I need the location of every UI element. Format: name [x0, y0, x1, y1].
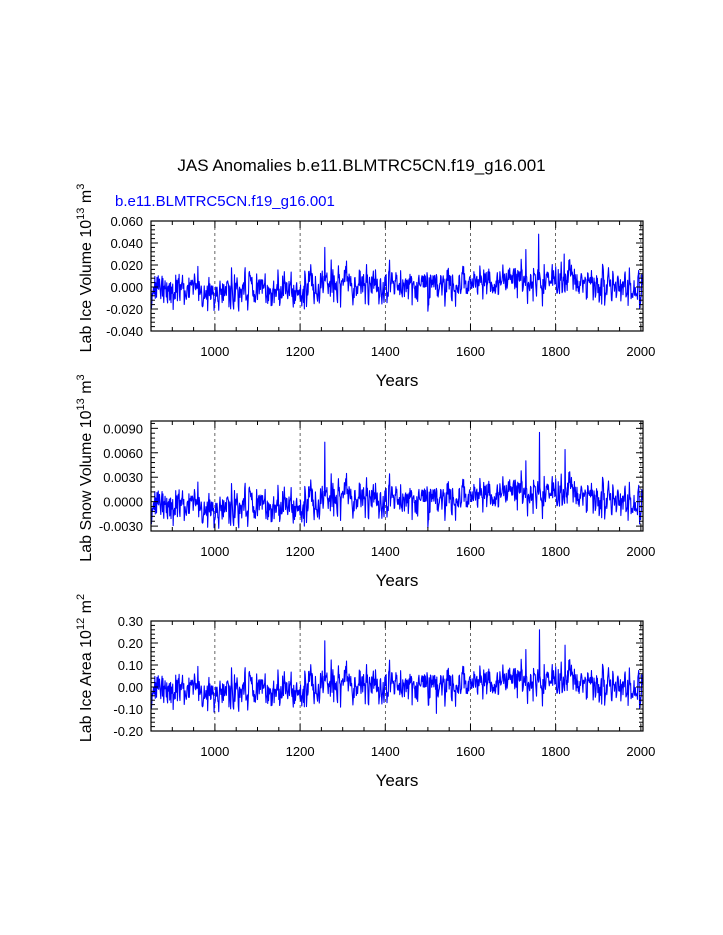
- y-axis-title-name: Lab Ice Area 10: [78, 630, 95, 742]
- plot-frame: [150, 420, 644, 532]
- y-tick-label: 0.000: [110, 280, 143, 295]
- x-tick-label: 1600: [456, 744, 485, 759]
- y-tick-label: 0.040: [110, 236, 143, 251]
- y-axis-title-name: Lab Snow Volume 10: [78, 410, 95, 561]
- x-tick-label: 1200: [286, 744, 315, 759]
- y-tick-label: 0.020: [110, 258, 143, 273]
- x-axis-title: Years: [376, 771, 419, 790]
- y-axis-title-units: m: [78, 380, 95, 398]
- y-tick-label: -0.020: [106, 302, 143, 317]
- x-tick-label: 1800: [541, 744, 570, 759]
- series-line: [151, 629, 643, 714]
- x-tick-label: 1800: [541, 544, 570, 559]
- x-axis-title: Years: [376, 371, 419, 390]
- x-tick-label: 1400: [371, 544, 400, 559]
- plot-frame: [150, 220, 644, 332]
- y-axis-title-exp: 12: [75, 618, 87, 630]
- y-tick-label: 0.060: [110, 214, 143, 229]
- y-tick-label: -0.040: [106, 324, 143, 339]
- y-tick-label: -0.10: [113, 702, 143, 717]
- panel-1: 1000 1200 1400 1600 1800 2000 -0.040 -0.020 0.00…: [75, 184, 655, 390]
- panels: 1000 1200 1400 1600 1800 2000 -0.040 -0.020 0.00…: [75, 184, 655, 790]
- y-tick-label: -0.20: [113, 724, 143, 739]
- x-tick-label: 1200: [286, 544, 315, 559]
- y-axis-title-units: m: [78, 600, 95, 618]
- y-tick-label: 0.0000: [103, 495, 143, 510]
- y-tick-label: 0.30: [118, 614, 143, 629]
- plot-frame: [150, 620, 644, 732]
- y-axis-title-name: Lab Ice Volume 10: [78, 220, 95, 353]
- x-tick-label: 1000: [200, 744, 229, 759]
- y-tick-label: 0.20: [118, 636, 143, 651]
- case-label: b.e11.BLMTRC5CN.f19_g16.001: [115, 193, 335, 210]
- y-axis-title-units-exp: 3: [75, 184, 87, 190]
- y-tick-label: 0.00: [118, 680, 143, 695]
- x-tick-label: 2000: [626, 544, 655, 559]
- x-tick-label: 1000: [200, 344, 229, 359]
- x-tick-label: 1600: [456, 544, 485, 559]
- x-tick-label: 2000: [626, 344, 655, 359]
- x-axis-title: Years: [376, 571, 419, 590]
- y-tick-label: 0.0060: [103, 446, 143, 461]
- x-tick-label: 1800: [541, 344, 570, 359]
- panel-2: 1000 1200 1400 1600 1800 2000 -0.0030 0.0000 0.0…: [75, 374, 655, 590]
- y-tick-label: 0.0030: [103, 470, 143, 485]
- x-tick-label: 1400: [371, 744, 400, 759]
- figure-title: JAS Anomalies b.e11.BLMTRC5CN.f19_g16.00…: [177, 156, 545, 175]
- x-tick-label: 1400: [371, 344, 400, 359]
- series-line: [151, 233, 643, 312]
- series-line: [151, 431, 643, 529]
- y-axis-title-exp: 13: [75, 398, 87, 410]
- x-tick-label: 1200: [286, 344, 315, 359]
- y-axis-title: Lab Ice Area 1012 m2: [75, 594, 95, 742]
- y-axis-title-units-exp: 3: [75, 374, 87, 380]
- y-axis-title-exp: 13: [75, 208, 87, 220]
- y-tick-label: 0.10: [118, 658, 143, 673]
- y-axis-title: Lab Ice Volume 1013 m3: [75, 184, 95, 353]
- y-tick-label: -0.0030: [99, 519, 143, 534]
- x-tick-label: 1000: [200, 544, 229, 559]
- y-tick-label: 0.0090: [103, 421, 143, 436]
- y-axis-title-units-exp: 2: [75, 594, 87, 600]
- y-axis-title-units: m: [78, 190, 95, 208]
- x-tick-label: 2000: [626, 744, 655, 759]
- panel-3: 1000 1200 1400 1600 1800 2000 -0.20 -0.10 0.00 0.…: [75, 594, 655, 790]
- x-tick-label: 1600: [456, 344, 485, 359]
- y-axis-title: Lab Snow Volume 1013 m3: [75, 374, 95, 561]
